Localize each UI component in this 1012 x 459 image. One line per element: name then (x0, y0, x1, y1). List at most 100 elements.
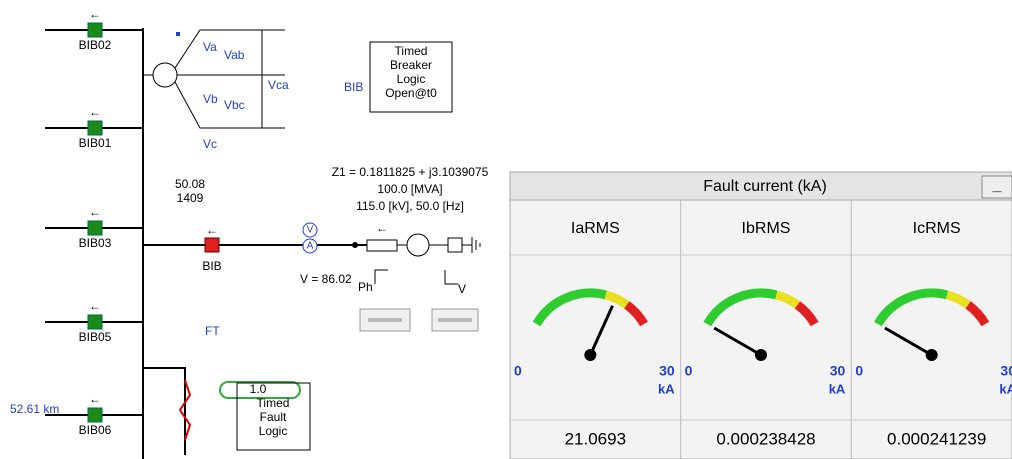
meter (302, 238, 318, 254)
label: 1.0 (250, 382, 267, 396)
gauge-needle (588, 305, 614, 356)
bus-label: BIB05 (79, 330, 112, 344)
label: Timed (395, 44, 428, 58)
label: 52.61 km (10, 402, 59, 416)
minimize-icon: _ (992, 177, 1003, 194)
wire (374, 269, 458, 285)
slider-track (438, 318, 472, 322)
gauge-band (604, 290, 630, 309)
bus-label: BIB02 (79, 38, 112, 52)
breaker (87, 120, 103, 136)
arrow: ← (376, 221, 388, 235)
tag: BIB (344, 80, 363, 94)
gauge-needle (884, 326, 933, 357)
gauge-min: 0 (514, 363, 522, 379)
label: Open@t0 (385, 86, 437, 100)
gauge-max: 30 (1000, 363, 1012, 379)
gauge-value: 0.000241239 (887, 429, 986, 448)
gauge-pivot (755, 349, 768, 361)
gauge-min: 0 (855, 363, 863, 379)
label: Logic (397, 72, 426, 86)
gauge-band (965, 301, 990, 327)
bus-label: BIB03 (79, 236, 112, 250)
gauge-min: 0 (685, 363, 693, 379)
label: Vbc (224, 98, 245, 112)
meter (302, 222, 318, 238)
bus-label: BIB01 (79, 136, 112, 150)
label: Z1 = 0.1811825 + j3.1039075 (332, 165, 489, 179)
label: Va (203, 40, 217, 54)
label: Vab (224, 48, 245, 62)
gauge-max: 30 (830, 363, 846, 379)
logic-box (369, 41, 453, 113)
reading: 50.08 (175, 177, 205, 191)
label: BIB (202, 259, 221, 273)
minimize-button[interactable] (981, 175, 1012, 199)
reading: 1409 (177, 191, 204, 205)
transformer (152, 62, 178, 88)
panel (509, 171, 1012, 459)
impedance (366, 239, 398, 252)
node (176, 32, 180, 36)
ground (429, 237, 481, 253)
source (406, 233, 430, 257)
breaker (87, 314, 103, 330)
label: Breaker (390, 58, 432, 72)
panel-title: Fault current (kA) (703, 178, 827, 195)
fault-panel: Fault current (kA) _ IaRMS 0 30 kA 21.0693 Ib… (509, 171, 1012, 459)
breaker (87, 407, 103, 423)
label: Vb (203, 92, 218, 106)
slider-track (368, 318, 402, 322)
gauge-band (623, 301, 648, 327)
gauge-band (775, 290, 801, 309)
breaker (87, 22, 103, 38)
arrow: ← (89, 105, 101, 119)
label: Timed (257, 396, 290, 410)
label: Vc (203, 137, 217, 151)
gauge-unit: kA (658, 381, 675, 396)
arrow: ← (89, 7, 101, 21)
label: V = 86.02 (300, 272, 352, 286)
gauge-needle (713, 326, 762, 357)
gauge-pivot (584, 349, 597, 361)
gauge-pivot (925, 349, 938, 361)
bus-label: BIB06 (79, 423, 112, 437)
arrow: ← (206, 223, 218, 237)
label: Ph (358, 280, 373, 294)
label: V (458, 282, 466, 296)
breaker (87, 220, 103, 236)
label: Fault (260, 410, 287, 424)
gauge-unit: kA (829, 381, 846, 396)
arrow: ← (89, 299, 101, 313)
label: A (307, 241, 314, 252)
column-header: IaRMS (571, 220, 620, 237)
gauge-band (703, 288, 778, 327)
gauge-unit: kA (999, 381, 1012, 396)
label: V (307, 225, 314, 236)
wire (174, 29, 285, 129)
node (352, 242, 358, 248)
column-header: IbRMS (742, 220, 791, 237)
arrow: ← (89, 205, 101, 219)
fault (178, 379, 192, 441)
label: 115.0 [kV], 50.0 [Hz] (356, 199, 464, 213)
gauge-value: 21.0693 (565, 429, 626, 448)
wire (143, 367, 186, 455)
gauge-max: 30 (659, 363, 675, 379)
breaker (204, 237, 220, 253)
gauge-band (532, 288, 607, 327)
circuit: ← BIB02 ← BIB01 ← BIB03 ← BIB05 ← BIB06 Va Vab Vc… (10, 7, 489, 459)
gauge-value: 0.000238428 (716, 429, 815, 448)
title-bar (509, 171, 1012, 201)
gauge-band (874, 288, 949, 327)
fault-signal (219, 381, 301, 399)
logic-box (236, 382, 311, 451)
gauge-band (794, 301, 819, 327)
label: 100.0 [MVA] (377, 182, 442, 196)
gauge-band (945, 290, 971, 309)
label: Logic (259, 424, 288, 438)
column-header: IcRMS (913, 220, 961, 237)
tag: FT (205, 324, 220, 338)
